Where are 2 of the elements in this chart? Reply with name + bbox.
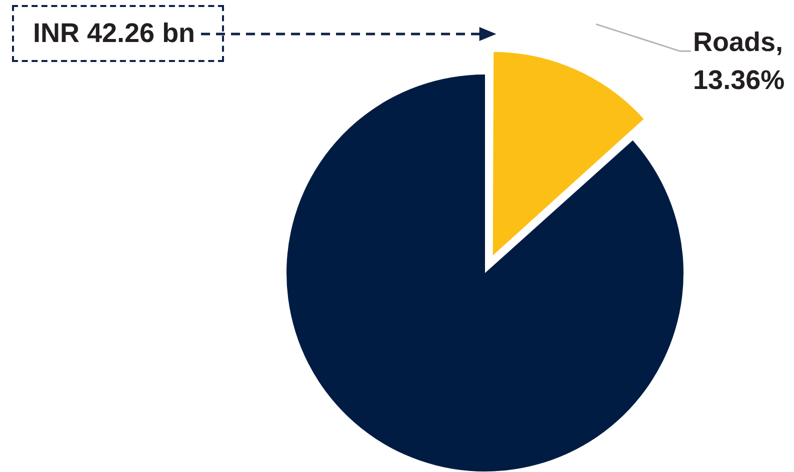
data-label: Roads, 13.36% [693,26,786,98]
text: INR 42.26 bn [33,17,196,50]
